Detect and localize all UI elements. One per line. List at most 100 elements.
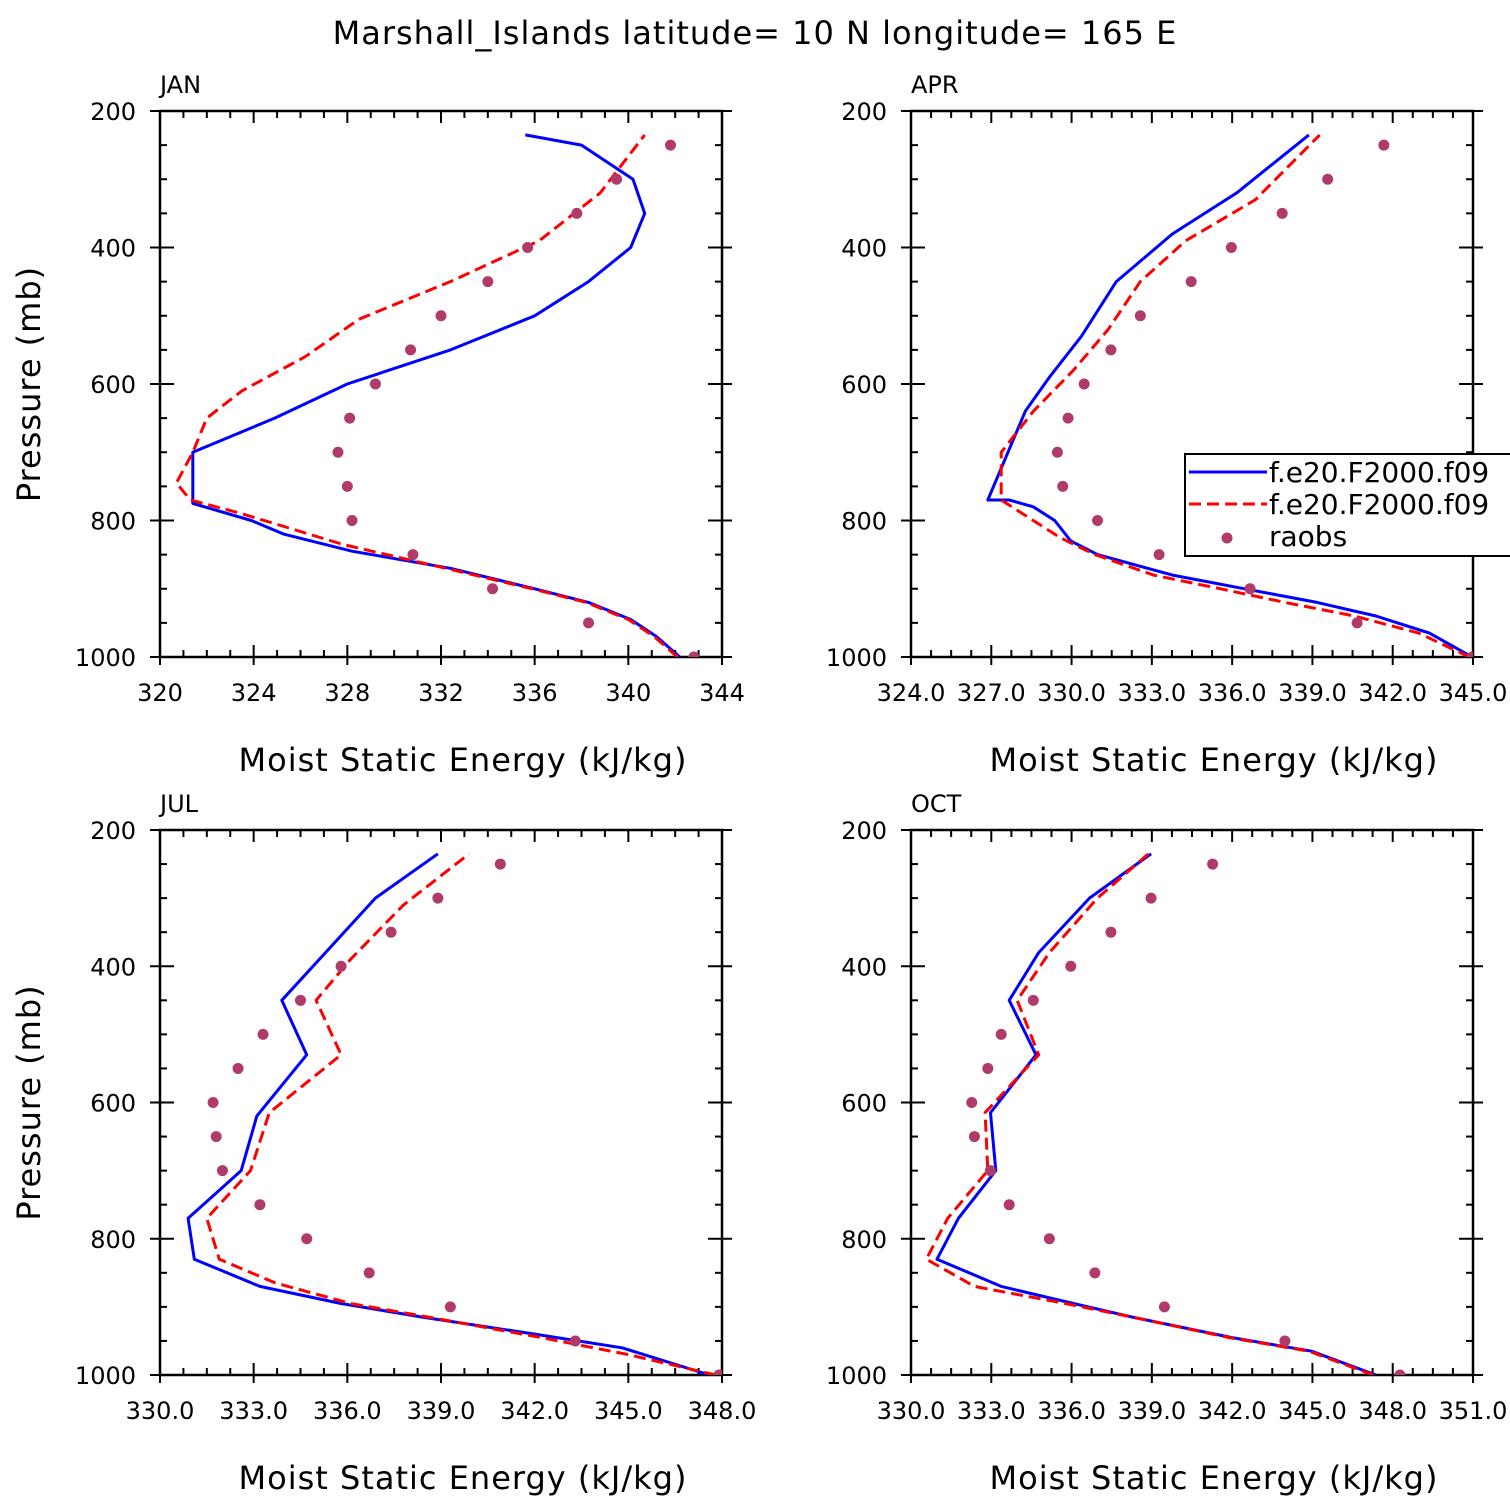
raobs-point <box>295 994 306 1006</box>
raobs-point <box>1043 1233 1055 1245</box>
raobs-point <box>405 344 417 356</box>
raobs-point <box>1134 310 1146 322</box>
x-tick-label: 324.0 <box>877 679 946 707</box>
y-tick-label: 1000 <box>75 1362 136 1390</box>
raobs-point <box>1065 960 1077 972</box>
model-a-line <box>186 852 710 1375</box>
panels: JAN 320 324 328 332 336 340 344 200 400 600 800 1000… <box>10 71 1510 1497</box>
model-b-line <box>924 852 1374 1375</box>
panel-jan: JAN 320 324 328 332 336 340 344 200 400 600 800 1000… <box>10 71 745 779</box>
x-tick-label: 344 <box>699 679 745 707</box>
x-axis-title: Moist Static Energy (kJ/kg) <box>239 1459 688 1497</box>
raobs-point <box>435 310 447 322</box>
raobs-point <box>346 515 358 526</box>
raobs-point <box>664 139 676 151</box>
raobs-point <box>407 549 419 561</box>
series-group <box>186 852 722 1375</box>
raobs-point <box>385 926 397 938</box>
figure-title: Marshall_Islands latitude= 10 N longitud… <box>333 14 1178 52</box>
y-axis-title: Pressure (mb) <box>10 984 48 1220</box>
raobs-point <box>444 1301 456 1313</box>
raobs-point <box>335 960 347 972</box>
raobs-point <box>1078 378 1090 390</box>
raobs-point <box>1105 344 1117 356</box>
x-tick-label: 333.0 <box>957 1397 1026 1425</box>
x-tick-label: 330.0 <box>126 1397 195 1425</box>
y-tick-label: 600 <box>841 371 887 399</box>
raobs-point <box>254 1199 266 1211</box>
y-tick-label: 1000 <box>826 1362 887 1390</box>
x-tick-label: 333.0 <box>219 1397 288 1425</box>
x-tick-label: 324 <box>231 679 277 707</box>
y-tick-label: 400 <box>90 235 136 263</box>
panel-oct: OCT 330.0 333.0 336.0 339.0 342.0 345.0 348.0 35… <box>826 790 1507 1497</box>
raobs-point <box>1466 651 1473 657</box>
x-tick-label: 348.0 <box>1358 1397 1427 1425</box>
x-axis-title: Moist Static Energy (kJ/kg) <box>990 1459 1439 1497</box>
panel-label-oct: OCT <box>911 790 962 818</box>
y-tick-label: 600 <box>90 371 136 399</box>
y-tick-label: 400 <box>841 953 887 981</box>
panel-label-jan: JAN <box>158 71 201 99</box>
raobs-point <box>1003 1199 1015 1211</box>
x-axis-title: Moist Static Energy (kJ/kg) <box>990 741 1439 779</box>
raobs-point <box>482 276 494 288</box>
raobs-point <box>1092 515 1104 526</box>
x-tick-label: 336 <box>512 679 558 707</box>
raobs-point <box>301 1233 313 1245</box>
x-axis-title: Moist Static Energy (kJ/kg) <box>239 741 688 779</box>
model-b-line <box>999 133 1471 657</box>
x-tick-label: 345.0 <box>1278 1397 1347 1425</box>
plot-frame-oct <box>909 828 1475 1377</box>
panel-apr: APR 324.0 327.0 330.0 333.0 336.0 339.0 342.0 34… <box>826 71 1510 779</box>
model-a-line <box>935 852 1377 1375</box>
x-tick-label: 327.0 <box>957 679 1026 707</box>
y-tick-label: 800 <box>90 508 136 536</box>
legend-label: raobs <box>1269 520 1347 553</box>
raobs-point <box>216 1165 228 1177</box>
x-tick-label: 320 <box>137 679 183 707</box>
x-tick-label: 345.0 <box>1439 679 1508 707</box>
x-tick-label: 342.0 <box>1198 1397 1267 1425</box>
raobs-point <box>1351 617 1363 629</box>
plot-frame-jul <box>158 828 724 1377</box>
y-tick-label: 600 <box>841 1090 887 1118</box>
raobs-point <box>1378 139 1390 151</box>
raobs-point <box>569 1335 581 1347</box>
raobs-point <box>1207 858 1219 870</box>
raobs-point <box>688 651 700 657</box>
x-tick-label: 333.0 <box>1117 679 1186 707</box>
series-group <box>174 133 700 657</box>
y-tick-label: 800 <box>841 1226 887 1254</box>
x-tick-label: 345.0 <box>594 1397 663 1425</box>
x-tick-label: 336.0 <box>1198 679 1267 707</box>
raobs-point <box>1057 480 1069 492</box>
legend-label: f.e20.F2000.f09 <box>1269 488 1489 521</box>
x-tick-label: 328 <box>324 679 370 707</box>
x-tick-label: 339.0 <box>1117 1397 1186 1425</box>
raobs-point <box>611 173 623 185</box>
panel-jul: JUL 330.0 333.0 336.0 339.0 342.0 345.0 348.0 20… <box>10 790 756 1497</box>
raobs-point <box>332 446 344 458</box>
x-tick-label: 336.0 <box>1037 1397 1106 1425</box>
y-tick-label: 400 <box>90 953 136 981</box>
y-axis-title: Pressure (mb) <box>10 266 48 502</box>
y-tick-label: 800 <box>90 1226 136 1254</box>
raobs-point <box>982 1062 994 1074</box>
y-tick-label: 1000 <box>75 644 136 672</box>
y-tick-label: 200 <box>841 817 887 845</box>
model-b-line <box>174 133 679 657</box>
raobs-point <box>487 583 499 595</box>
y-tick-label: 800 <box>841 508 887 536</box>
x-tick-label: 351.0 <box>1439 1397 1508 1425</box>
raobs-point <box>966 1097 978 1108</box>
panel-label-apr: APR <box>911 71 959 99</box>
raobs-point <box>369 378 381 390</box>
raobs-point <box>432 892 444 904</box>
raobs-point <box>984 1165 996 1177</box>
raobs-point <box>1089 1267 1101 1279</box>
raobs-point <box>1276 207 1288 219</box>
raobs-point <box>583 617 595 629</box>
raobs-point <box>1027 994 1039 1006</box>
